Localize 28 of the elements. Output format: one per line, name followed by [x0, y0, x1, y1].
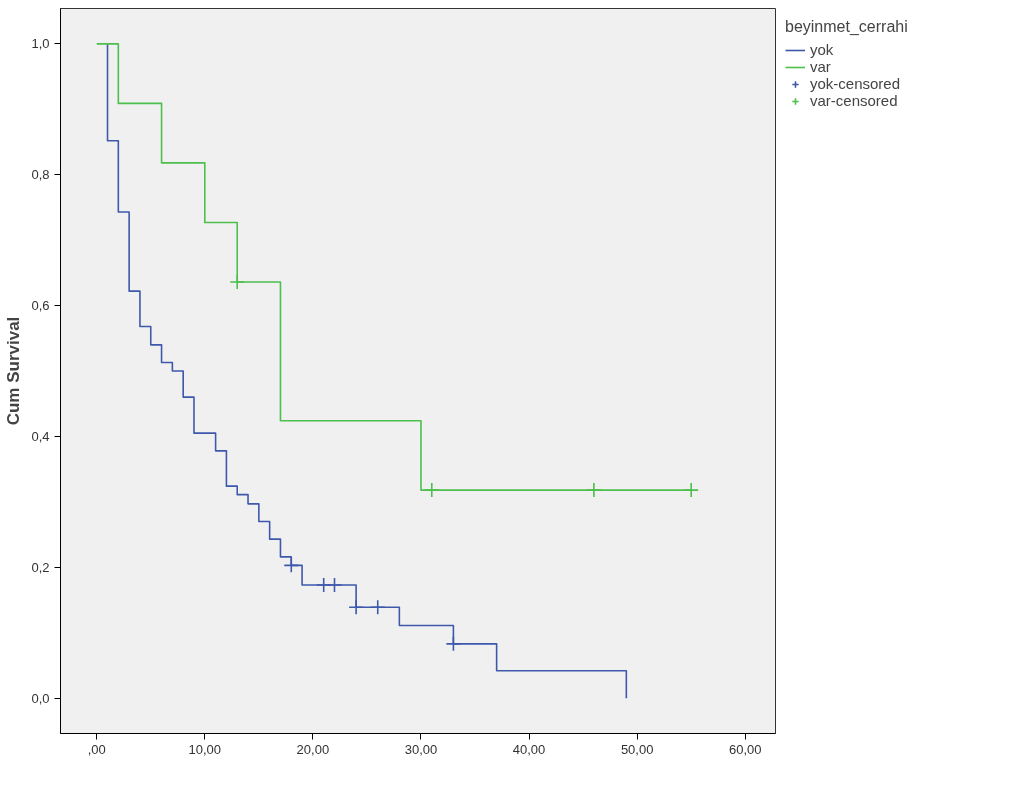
x-tick-label: 50,00 [620, 741, 654, 757]
x-tick-label: 40,00 [512, 741, 546, 757]
point [445, 636, 462, 652]
legend-label: yok-censored [810, 75, 901, 92]
point [369, 599, 386, 616]
point [348, 599, 364, 616]
legend-label: yok [810, 41, 834, 58]
y-tick-label: 0,4 [31, 428, 50, 444]
point [229, 274, 246, 290]
point [423, 482, 440, 498]
x-tick-label: 10,00 [188, 741, 222, 757]
y-tick-label: 0,2 [31, 559, 50, 575]
legend-title: beyinmet_cerrahi [785, 18, 908, 36]
x-tick-label: 30,00 [404, 741, 438, 757]
y-tick-label: 1,0 [31, 36, 50, 52]
y-tick-label: 0,8 [31, 167, 50, 183]
y-tick-label: 0,6 [31, 298, 50, 314]
legend-label: var [810, 58, 831, 75]
legend-label: var-censored [810, 92, 898, 109]
x-tick-label: 60,00 [728, 741, 762, 757]
point [683, 482, 699, 498]
point [326, 577, 343, 593]
y-tick-label: 0,0 [31, 690, 50, 706]
x-tick-label: 20,00 [296, 741, 330, 757]
point [283, 557, 300, 574]
y-axis-title: Cum Survival [4, 316, 24, 426]
point [586, 482, 602, 498]
x-tick-label: ,00 [87, 741, 106, 757]
